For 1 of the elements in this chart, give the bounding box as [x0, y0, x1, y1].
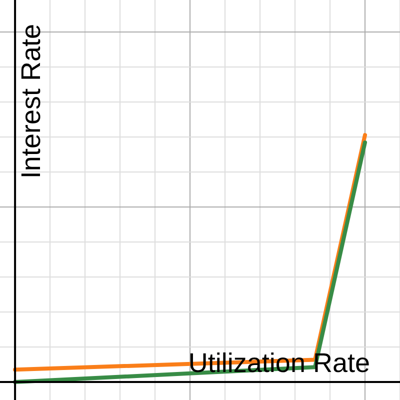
y-axis-title: Interest Rate	[16, 24, 46, 179]
